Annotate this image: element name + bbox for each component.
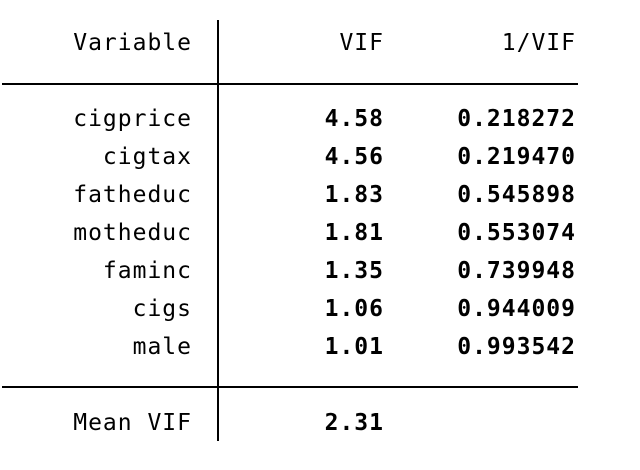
footer-label: Mean VIF <box>73 410 192 436</box>
row-inv-vif: 0.944009 <box>457 296 576 322</box>
header-inv-vif: 1/VIF <box>501 30 576 56</box>
row-variable: faminc <box>102 258 192 284</box>
row-inv-vif: 0.219470 <box>457 144 576 170</box>
row-variable: motheduc <box>73 220 192 246</box>
row-variable: cigtax <box>102 144 192 170</box>
row-vif: 1.35 <box>324 258 384 284</box>
row-vif: 4.58 <box>324 106 384 132</box>
row-inv-vif: 0.218272 <box>457 106 576 132</box>
row-inv-vif: 0.545898 <box>457 182 576 208</box>
row-inv-vif: 0.993542 <box>457 334 576 360</box>
row-vif: 1.83 <box>324 182 384 208</box>
row-variable: fatheduc <box>73 182 192 208</box>
footer-divider <box>2 386 578 388</box>
row-variable: male <box>132 334 192 360</box>
row-vif: 1.06 <box>324 296 384 322</box>
header-variable: Variable <box>73 30 192 56</box>
row-vif: 1.01 <box>324 334 384 360</box>
row-variable: cigprice <box>73 106 192 132</box>
row-inv-vif: 0.553074 <box>457 220 576 246</box>
column-divider <box>217 20 219 441</box>
footer-mean-vif: 2.31 <box>324 410 384 436</box>
row-inv-vif: 0.739948 <box>457 258 576 284</box>
row-vif: 4.56 <box>324 144 384 170</box>
header-divider <box>2 83 578 85</box>
header-vif: VIF <box>339 30 384 56</box>
row-vif: 1.81 <box>324 220 384 246</box>
row-variable: cigs <box>132 296 192 322</box>
